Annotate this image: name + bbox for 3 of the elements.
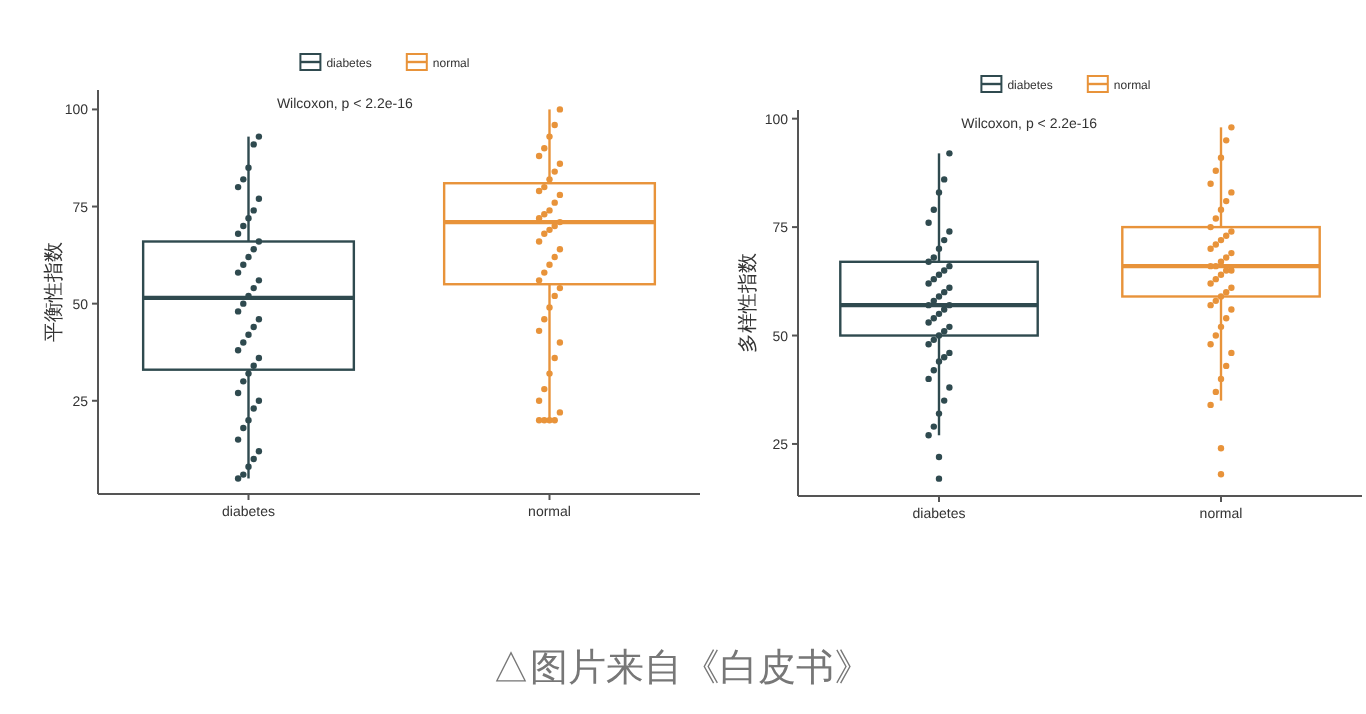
text: △图片来自《白皮书》	[492, 648, 872, 690]
y-axis-title: 多样性指数	[736, 253, 760, 353]
y-axis-title: 平衡性指数	[42, 242, 66, 342]
